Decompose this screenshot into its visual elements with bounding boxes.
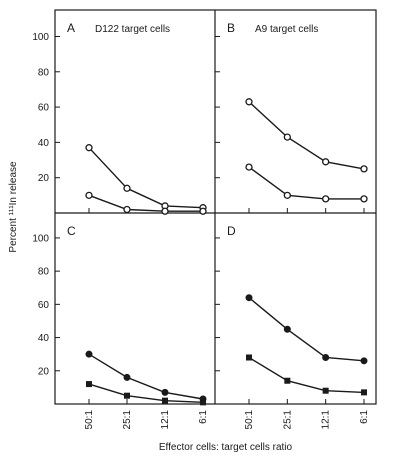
y-tick-label: 60 [38,300,50,311]
data-point-d-1-1 [245,294,253,302]
data-point-d-1-3 [322,353,330,361]
data-point-b-1-3 [322,158,330,166]
data-point-b-2-2 [283,191,291,199]
data-point-a-1-1 [85,144,93,152]
data-point-a-2-2 [123,205,131,214]
x-tick-label: 25:1 [282,410,293,430]
data-point-c-1-2 [123,373,131,381]
x-tick-label: 12:1 [160,410,171,430]
y-tick-label: 40 [38,138,50,149]
x-axis-label: Effector cells: target cells ratio [159,442,293,453]
series-line-c-1 [88,353,204,400]
data-point-b-1-4 [360,165,368,173]
x-tick-label: 25:1 [122,410,133,430]
panel-letter-c: C [67,224,76,238]
y-tick-label: 40 [38,333,50,344]
series-line-d-2 [248,356,365,394]
x-tick-label: 6:1 [198,410,209,424]
y-tick-label: 20 [38,173,50,184]
data-point-c-2-3 [162,397,168,404]
y-tick-label: 20 [38,366,50,377]
y-tick-label: 60 [38,103,50,114]
data-point-b-2-3 [322,195,330,203]
data-point-d-2-2 [284,377,291,384]
data-point-a-1-2 [123,184,131,192]
series-line-b-2 [248,166,364,200]
x-tick-label: 12:1 [321,410,332,430]
panel-title-a: D122 target cells [95,24,170,35]
data-point-b-2-1 [245,163,253,171]
series-line-a-2 [88,194,203,212]
data-point-d-1-4 [360,357,368,365]
data-point-a-2-1 [85,191,93,199]
panel-letter-b: B [227,21,235,35]
x-tick-label: 50:1 [244,410,255,430]
data-point-d-1-2 [283,325,291,333]
y-tick-label: 80 [38,67,50,78]
panel-title-b: A9 target cells [255,24,318,35]
series-line-a-1 [88,147,204,209]
data-point-c-1-1 [85,350,93,358]
series-line-c-2 [88,383,204,403]
series-line-d-1 [248,297,365,362]
x-tick-label: 6:1 [359,410,370,424]
series-line-b-1 [248,101,365,170]
data-point-a-2-4 [199,207,207,215]
data-point-c-2-4 [200,399,206,406]
y-tick-label: 80 [38,267,50,278]
data-point-d-2-4 [361,389,367,396]
data-point-c-2-1 [86,381,92,388]
data-point-c-2-2 [124,392,130,399]
data-point-b-1-2 [283,133,291,141]
data-point-c-1-3 [161,388,169,396]
data-point-d-2-1 [246,354,252,361]
data-point-d-2-3 [322,387,329,394]
data-point-b-1-1 [245,98,253,106]
x-tick-label: 50:1 [84,410,95,430]
panel-letter-d: D [227,224,236,238]
y-tick-label: 100 [32,233,49,244]
y-axis-label: Percent ¹¹¹In release [8,161,19,253]
panel-letter-a: A [67,21,75,35]
data-point-a-2-3 [161,207,169,215]
data-point-b-2-4 [360,195,368,203]
y-tick-label: 100 [32,32,49,43]
